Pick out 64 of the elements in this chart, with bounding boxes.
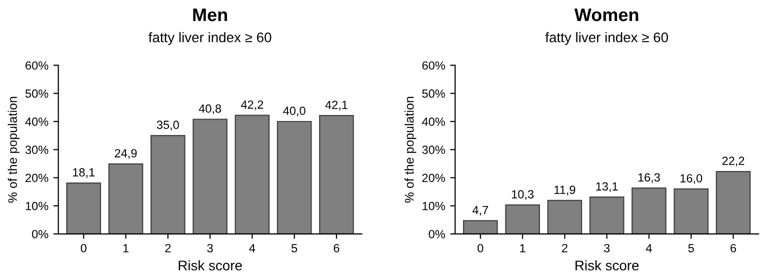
x-tick-label: 2 [562,244,568,252]
data-label: 35,0 [156,120,179,130]
data-label: 11,9 [554,186,576,196]
y-tick-label: 40% [422,118,445,126]
bar [108,163,144,234]
x-tick-label: 3 [604,244,610,252]
y-tick-label: 50% [422,89,445,98]
bar [192,118,228,234]
x-tick-label: 3 [207,244,213,252]
y-tick-label: 10% [422,202,445,210]
x-tick-label: 6 [730,244,736,252]
x-tick-label: 1 [520,244,526,252]
x-tick-label: 2 [165,244,171,252]
y-tick-label: 40% [25,118,48,126]
x-axis-title: Risk score [576,260,639,270]
data-label: 16,0 [680,174,702,184]
data-label: 22,2 [722,156,744,166]
y-tick-label: 60% [26,61,48,70]
y-axis-title: % of the population [404,96,416,203]
y-tick-label: 30% [25,146,48,154]
bar [716,170,751,234]
y-tick-label: 30% [422,146,445,154]
data-label: 42,2 [240,100,264,110]
chart-title: Men [193,8,227,22]
bar [505,204,540,234]
bar [632,188,666,234]
bar [674,188,709,234]
bar [547,200,582,234]
y-tick-label: 20% [26,174,48,182]
chart-subtitle: fatty liver index ≥ 60 [545,32,668,46]
x-tick-label: 5 [688,244,694,252]
y-tick-label: 20% [422,174,445,182]
bar [66,182,102,234]
data-label: 40,8 [198,104,222,114]
data-label: 24,9 [114,149,137,159]
x-tick-label: 5 [292,244,298,252]
bar [234,114,270,234]
bar [276,120,312,234]
x-axis-title: Risk score [178,260,242,270]
x-tick-label: 4 [249,244,256,252]
bar [150,134,186,234]
data-label: 10,3 [512,190,534,200]
data-label: 4,7 [472,206,488,216]
data-label: 13,1 [596,182,618,192]
data-label: 16,3 [638,173,660,183]
x-tick-label: 0 [478,244,484,252]
bar [463,220,498,234]
data-label: 18,1 [73,168,95,178]
bar [319,115,354,234]
x-tick-label: 1 [123,244,128,252]
y-axis-title: % of the population [8,96,20,203]
x-tick-label: 4 [646,244,652,252]
chart-subtitle: fatty liver index ≥ 60 [148,32,272,46]
x-tick-label: 0 [80,244,86,252]
y-tick-label: 60% [422,61,445,70]
y-tick-label: 10% [26,202,48,210]
x-tick-label: 6 [334,244,340,252]
y-tick-label: 0% [428,230,445,238]
chart-title: Women [574,8,638,22]
data-label: 42,1 [325,100,348,110]
y-tick-label: 50% [25,89,48,98]
y-tick-label: 0% [32,230,48,238]
bar [589,196,624,234]
data-label: 40,0 [283,106,306,116]
